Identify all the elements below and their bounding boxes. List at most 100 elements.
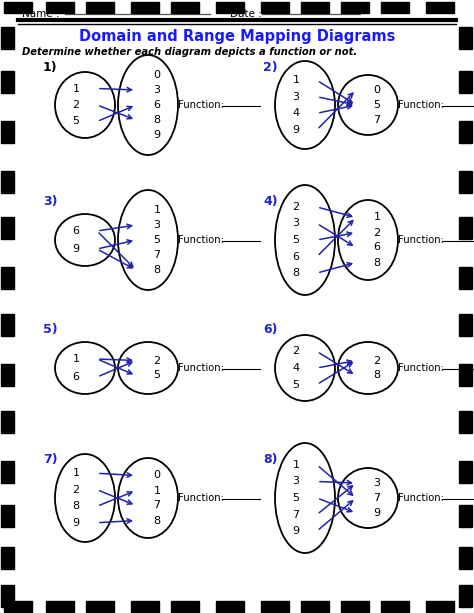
Text: 1: 1 — [374, 213, 381, 223]
Text: Function:: Function: — [398, 100, 444, 110]
Text: Name :: Name : — [22, 9, 60, 19]
Text: Function:: Function: — [178, 363, 224, 373]
Bar — [459, 267, 473, 289]
Text: 7: 7 — [374, 115, 381, 125]
Bar — [46, 601, 74, 612]
Bar — [426, 1, 454, 12]
Text: 0: 0 — [154, 471, 161, 481]
Bar — [216, 601, 244, 612]
Text: Function:: Function: — [398, 363, 444, 373]
Text: Date :: Date : — [230, 9, 262, 19]
Text: 1: 1 — [292, 75, 300, 85]
Text: Function:: Function: — [178, 235, 224, 245]
Bar — [1, 314, 15, 336]
Text: 6): 6) — [263, 324, 277, 337]
Text: Function:: Function: — [398, 493, 444, 503]
Bar — [459, 171, 473, 193]
Bar — [1, 585, 15, 607]
Text: 7: 7 — [154, 250, 161, 260]
Text: Function:: Function: — [398, 235, 444, 245]
Bar — [459, 547, 473, 569]
Bar — [261, 601, 289, 612]
Text: 0: 0 — [374, 85, 381, 95]
Text: 3: 3 — [154, 220, 161, 230]
Bar — [459, 364, 473, 386]
Text: 1: 1 — [73, 83, 80, 94]
Text: 9: 9 — [73, 518, 80, 528]
Text: 9: 9 — [292, 125, 300, 135]
Text: 5: 5 — [292, 379, 300, 389]
Text: 2: 2 — [73, 485, 80, 495]
Text: 9: 9 — [73, 244, 80, 254]
Text: 8: 8 — [73, 501, 80, 511]
Text: 7): 7) — [43, 454, 58, 466]
Bar — [171, 601, 199, 612]
Text: 2): 2) — [263, 61, 278, 74]
Text: 6: 6 — [154, 100, 161, 110]
Text: 6: 6 — [73, 226, 80, 236]
Bar — [1, 71, 15, 93]
Bar — [4, 601, 32, 612]
Text: 0: 0 — [154, 70, 161, 80]
Text: 3: 3 — [374, 478, 381, 488]
Bar — [426, 601, 454, 612]
Bar — [459, 585, 473, 607]
Text: 5: 5 — [154, 370, 161, 381]
Text: 3: 3 — [292, 476, 300, 487]
Bar — [1, 217, 15, 239]
Text: 7: 7 — [292, 509, 300, 519]
Text: 5: 5 — [154, 235, 161, 245]
Text: 8: 8 — [374, 370, 381, 381]
Text: 2: 2 — [374, 227, 381, 237]
Bar — [1, 411, 15, 433]
Text: 3: 3 — [292, 92, 300, 102]
Bar — [341, 1, 369, 12]
Text: 9: 9 — [154, 130, 161, 140]
Bar — [1, 505, 15, 527]
Text: 1: 1 — [73, 468, 80, 478]
Text: Function:: Function: — [178, 493, 224, 503]
Text: 9: 9 — [374, 508, 381, 518]
Text: 5: 5 — [292, 493, 300, 503]
Bar — [171, 1, 199, 12]
Text: 6: 6 — [374, 243, 381, 253]
Text: 5: 5 — [374, 100, 381, 110]
Text: 7: 7 — [374, 493, 381, 503]
Text: 2: 2 — [292, 202, 300, 212]
Bar — [261, 1, 289, 12]
Bar — [86, 1, 114, 12]
Text: 2: 2 — [292, 346, 300, 357]
Text: 3: 3 — [292, 218, 300, 229]
Bar — [459, 27, 473, 49]
Text: 4: 4 — [292, 363, 300, 373]
Text: 2: 2 — [154, 356, 161, 365]
Bar — [381, 1, 409, 12]
Text: 7: 7 — [154, 500, 161, 511]
Bar — [459, 71, 473, 93]
Bar — [459, 121, 473, 143]
Bar — [86, 601, 114, 612]
Text: 8): 8) — [263, 454, 277, 466]
Bar — [1, 171, 15, 193]
Bar — [459, 461, 473, 483]
Text: 8: 8 — [154, 115, 161, 125]
Bar — [131, 1, 159, 12]
Text: Determine whether each diagram depicts a function or not.: Determine whether each diagram depicts a… — [22, 47, 357, 57]
Text: 2: 2 — [374, 356, 381, 365]
Text: 8: 8 — [154, 516, 161, 525]
Bar — [216, 1, 244, 12]
Text: 5: 5 — [292, 235, 300, 245]
Text: 8: 8 — [154, 265, 161, 275]
Text: 8: 8 — [374, 257, 381, 267]
Text: 5: 5 — [73, 116, 80, 126]
Text: 5): 5) — [43, 324, 58, 337]
Text: Function:: Function: — [178, 100, 224, 110]
Text: 6: 6 — [73, 372, 80, 382]
Bar — [381, 601, 409, 612]
Bar — [1, 267, 15, 289]
Bar — [459, 411, 473, 433]
Text: 1: 1 — [154, 485, 161, 495]
Text: 3: 3 — [154, 85, 161, 95]
Text: 4): 4) — [263, 196, 278, 208]
Bar — [1, 461, 15, 483]
